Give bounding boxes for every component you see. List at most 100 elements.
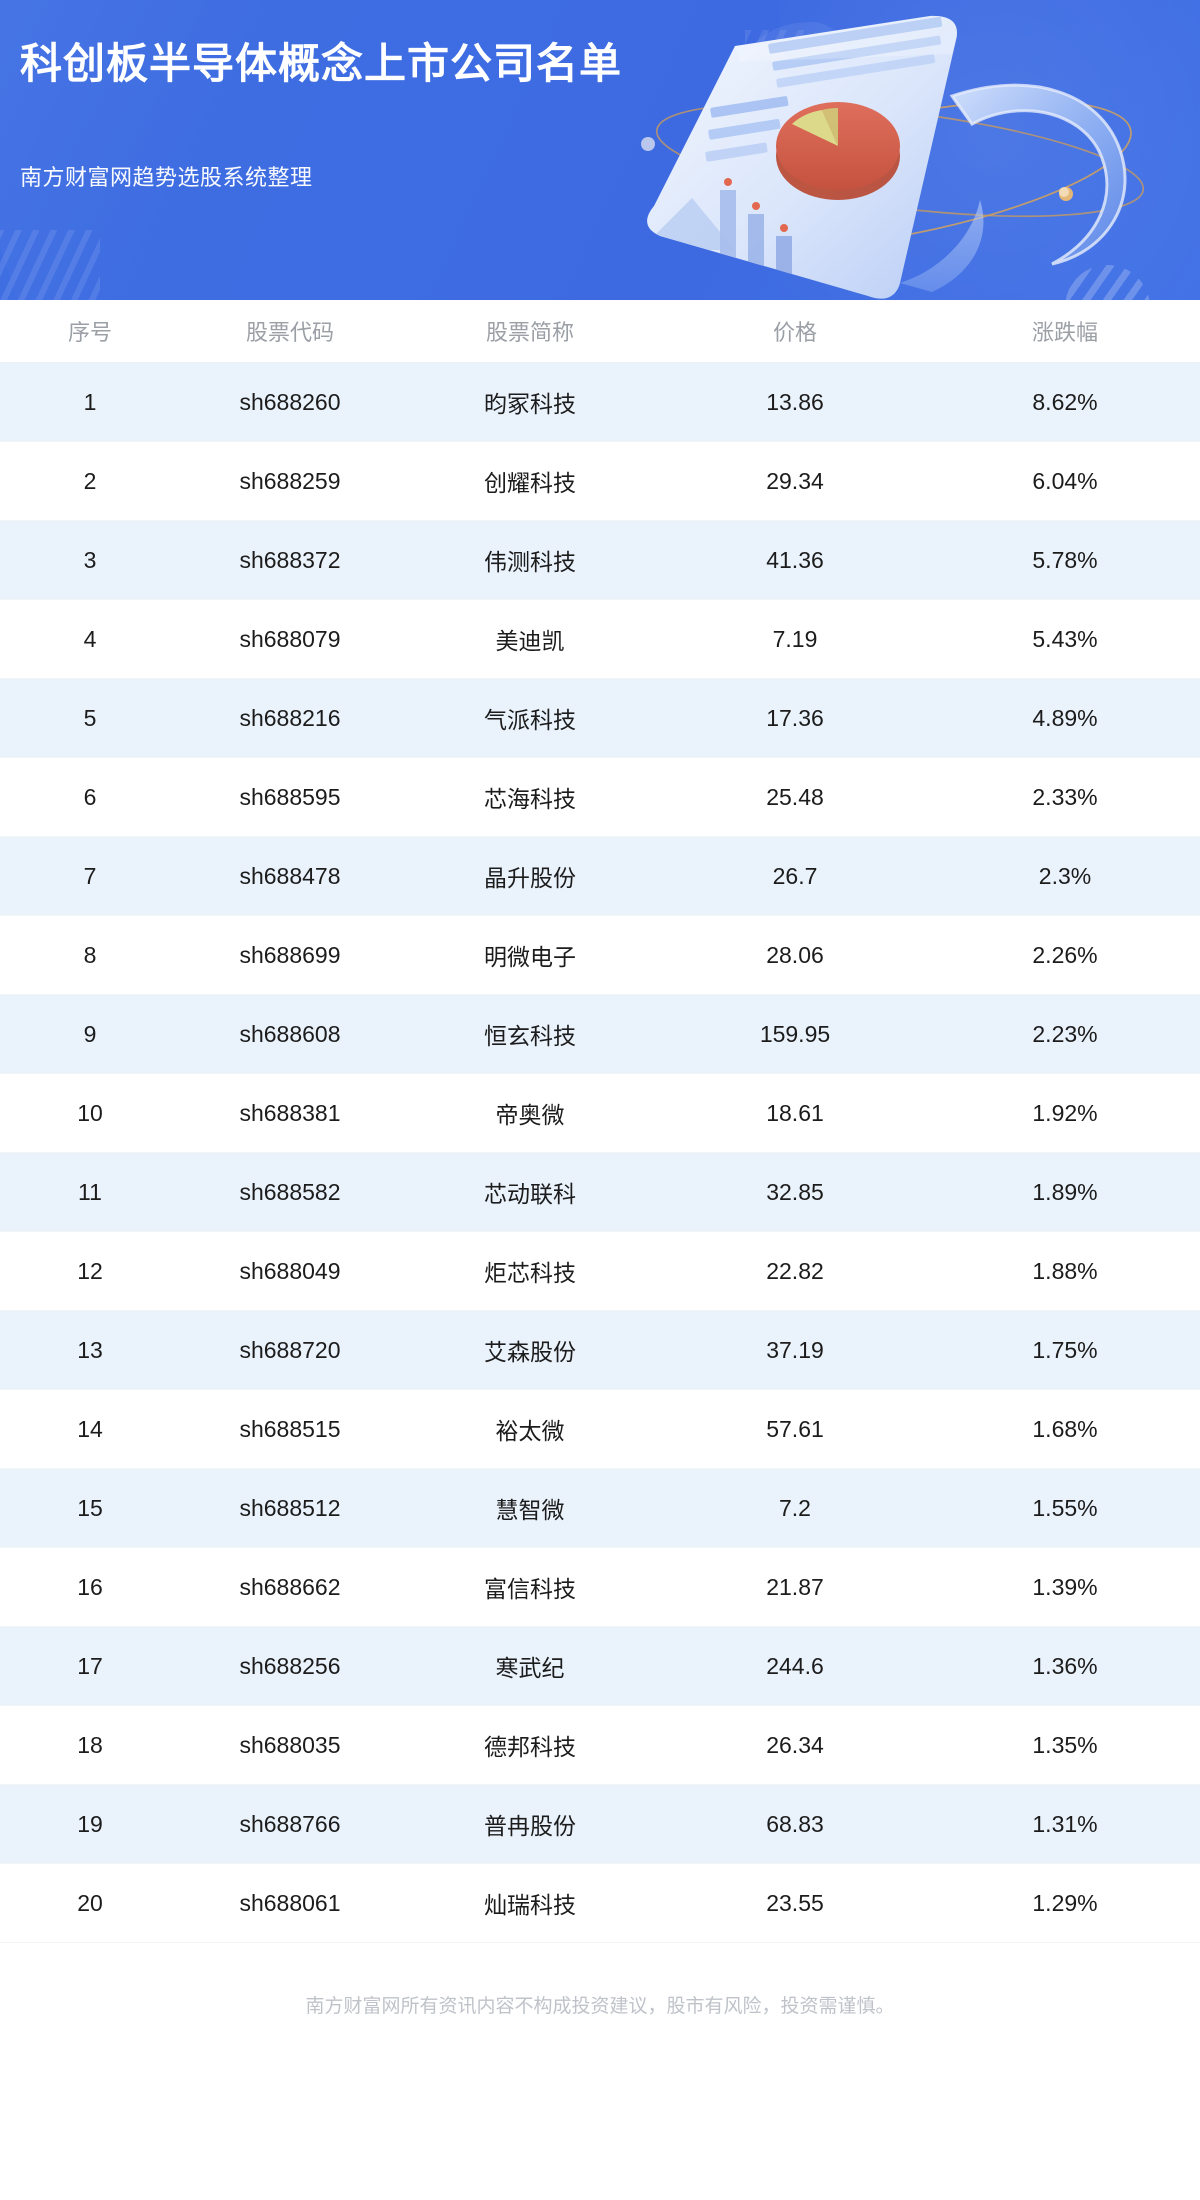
- table-row[interactable]: 7 sh688478 晶升股份 26.7 2.3%: [0, 837, 1200, 916]
- cell-change: 6.04%: [1032, 467, 1098, 494]
- cell-price: 13.86: [766, 388, 824, 415]
- cell-index: 7: [83, 862, 97, 889]
- cell-name: 创耀科技: [484, 470, 576, 496]
- banner-blob-decoration: [745, 22, 855, 112]
- cell-code: sh688582: [239, 1178, 341, 1205]
- table-row[interactable]: 15 sh688512 慧智微 7.2 1.55%: [0, 1469, 1200, 1548]
- table-row[interactable]: 9 sh688608 恒玄科技 159.95 2.23%: [0, 995, 1200, 1074]
- cell-change: 2.3%: [1038, 862, 1092, 889]
- cell-price: 22.82: [766, 1257, 824, 1284]
- cell-index: 12: [77, 1257, 103, 1284]
- cell-code: sh688766: [239, 1810, 341, 1837]
- column-header-code: 股票代码: [245, 320, 334, 345]
- cell-index: 8: [83, 941, 97, 968]
- cell-price: 28.06: [766, 941, 824, 968]
- page-title: 科创板半导体概念上市公司名单: [20, 40, 623, 87]
- cell-price: 244.6: [766, 1652, 824, 1679]
- cell-change: 1.29%: [1032, 1889, 1098, 1916]
- cell-name: 炬芯科技: [484, 1260, 576, 1286]
- table-row[interactable]: 14 sh688515 裕太微 57.61 1.68%: [0, 1390, 1200, 1469]
- cell-price: 37.19: [766, 1336, 824, 1363]
- cell-name: 恒玄科技: [484, 1023, 576, 1049]
- cell-code: sh688608: [239, 1020, 341, 1047]
- cell-index: 11: [78, 1178, 102, 1205]
- cell-index: 10: [77, 1099, 103, 1126]
- cell-price: 68.83: [766, 1810, 824, 1837]
- cell-index: 16: [77, 1573, 103, 1600]
- diagonal-stripes-icon: [0, 230, 100, 300]
- cell-name: 灿瑞科技: [484, 1892, 576, 1918]
- cell-price: 7.19: [772, 625, 818, 652]
- table-row[interactable]: 12 sh688049 炬芯科技 22.82 1.88%: [0, 1232, 1200, 1311]
- cell-name: 德邦科技: [484, 1734, 576, 1760]
- cell-index: 1: [83, 388, 97, 415]
- cell-index: 5: [83, 704, 97, 731]
- cell-price: 7.2: [779, 1494, 811, 1521]
- cell-code: sh688381: [239, 1099, 341, 1126]
- table-row[interactable]: 13 sh688720 艾森股份 37.19 1.75%: [0, 1311, 1200, 1390]
- cell-code: sh688256: [239, 1652, 341, 1679]
- table-row[interactable]: 18 sh688035 德邦科技 26.34 1.35%: [0, 1706, 1200, 1785]
- cell-change: 1.88%: [1032, 1257, 1098, 1284]
- column-header-name: 股票简称: [485, 320, 574, 345]
- table-row[interactable]: 3 sh688372 伟测科技 41.36 5.78%: [0, 521, 1200, 600]
- column-header-index: 序号: [67, 320, 112, 345]
- cell-change: 2.23%: [1032, 1020, 1098, 1047]
- cell-name: 伟测科技: [484, 549, 576, 575]
- banner-glow-decoration: [780, 0, 1200, 300]
- cell-code: sh688478: [239, 862, 341, 889]
- cell-change: 1.92%: [1032, 1099, 1098, 1126]
- cell-code: sh688512: [239, 1494, 341, 1521]
- table-row[interactable]: 8 sh688699 明微电子 28.06 2.26%: [0, 916, 1200, 995]
- table-row[interactable]: 10 sh688381 帝奥微 18.61 1.92%: [0, 1074, 1200, 1153]
- cell-change: 1.55%: [1032, 1494, 1098, 1521]
- cell-code: sh688372: [239, 546, 341, 573]
- table-row[interactable]: 11 sh688582 芯动联科 32.85 1.89%: [0, 1153, 1200, 1232]
- cell-code: sh688079: [239, 625, 341, 652]
- disclaimer-text: 南方财富网所有资讯内容不构成投资建议，股市有风险，投资需谨慎。: [305, 1996, 895, 2017]
- cell-price: 26.7: [772, 862, 818, 889]
- table-row[interactable]: 16 sh688662 富信科技 21.87 1.39%: [0, 1548, 1200, 1627]
- cell-name: 昀冢科技: [484, 391, 576, 417]
- table-row[interactable]: 4 sh688079 美迪凯 7.19 5.43%: [0, 600, 1200, 679]
- cell-index: 13: [77, 1336, 103, 1363]
- cell-name: 芯动联科: [484, 1181, 576, 1207]
- cell-change: 2.33%: [1032, 783, 1098, 810]
- cell-change: 1.35%: [1032, 1731, 1098, 1758]
- cell-code: sh688035: [239, 1731, 341, 1758]
- striped-circle-icon: [1065, 265, 1150, 300]
- cell-name: 寒武纪: [495, 1655, 565, 1681]
- cell-index: 3: [83, 546, 97, 573]
- table-row[interactable]: 19 sh688766 普冉股份 68.83 1.31%: [0, 1785, 1200, 1864]
- cell-name: 富信科技: [484, 1576, 576, 1602]
- table-body: 1 sh688260 昀冢科技 13.86 8.62% 2 sh688259 创耀科技 29.3…: [0, 363, 1200, 1943]
- stock-table: 南方财富网 Southmoney.com 序号 股票代码 股票简称 价格 涨跌幅…: [0, 300, 1200, 2018]
- cell-name: 明微电子: [484, 944, 576, 970]
- cell-price: 23.55: [766, 1889, 824, 1916]
- column-header-change: 涨跌幅: [1031, 320, 1098, 345]
- table-row[interactable]: 17 sh688256 寒武纪 244.6 1.36%: [0, 1627, 1200, 1706]
- diagonal-stripes-icon: [745, 30, 815, 90]
- table-row[interactable]: 5 sh688216 气派科技 17.36 4.89%: [0, 679, 1200, 758]
- cell-change: 1.39%: [1032, 1573, 1098, 1600]
- cell-index: 6: [83, 783, 97, 810]
- cell-index: 18: [77, 1731, 103, 1758]
- cell-change: 1.68%: [1032, 1415, 1098, 1442]
- table-row[interactable]: 6 sh688595 芯海科技 25.48 2.33%: [0, 758, 1200, 837]
- cell-code: sh688216: [239, 704, 341, 731]
- table-row[interactable]: 20 sh688061 灿瑞科技 23.55 1.29%: [0, 1864, 1200, 1943]
- table-row[interactable]: 2 sh688259 创耀科技 29.34 6.04%: [0, 442, 1200, 521]
- page-banner: 科创板半导体概念上市公司名单 南方财富网趋势选股系统整理: [0, 0, 1200, 300]
- table-row[interactable]: 1 sh688260 昀冢科技 13.86 8.62%: [0, 363, 1200, 442]
- cell-price: 26.34: [766, 1731, 824, 1758]
- cell-index: 14: [77, 1415, 103, 1442]
- page-subtitle: 南方财富网趋势选股系统整理: [20, 165, 313, 190]
- cell-change: 1.89%: [1032, 1178, 1098, 1205]
- cell-change: 1.31%: [1032, 1810, 1098, 1837]
- cell-change: 1.36%: [1032, 1652, 1098, 1679]
- cell-index: 2: [83, 467, 97, 494]
- cell-index: 9: [83, 1020, 97, 1047]
- cell-code: sh688720: [239, 1336, 341, 1363]
- cell-name: 气派科技: [484, 707, 576, 733]
- cell-name: 裕太微: [495, 1418, 565, 1444]
